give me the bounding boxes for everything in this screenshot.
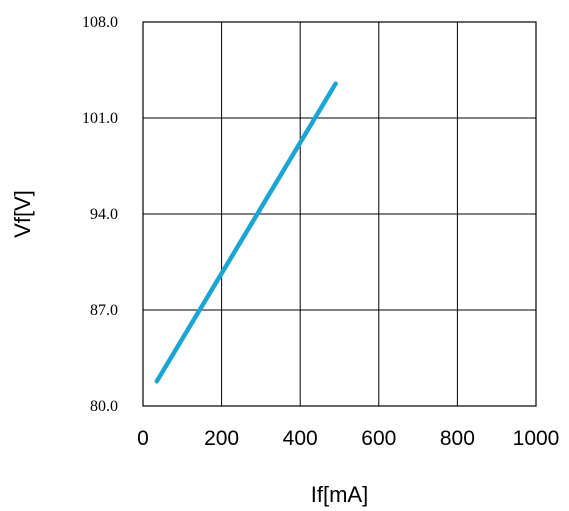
y-tick-label-0: 80.0 — [90, 398, 118, 415]
x-tick-label-1: 200 — [204, 427, 239, 450]
y-tick-label-3: 101.0 — [82, 110, 118, 127]
x-tick-label-3: 600 — [361, 427, 396, 450]
x-axis-title: If[mA] — [311, 482, 368, 507]
grid-lines — [143, 22, 536, 406]
series-line-0 — [154, 81, 338, 384]
plot-frame — [142, 21, 537, 407]
x-tick-label-2: 400 — [283, 427, 318, 450]
x-tick-labels: 0 200 400 600 800 1000 — [137, 427, 559, 450]
y-tick-labels: 80.0 87.0 94.0 101.0 108.0 — [82, 14, 118, 415]
series-layer — [154, 81, 338, 384]
y-tick-label-2: 94.0 — [90, 206, 118, 223]
y-axis-title: Vf[V] — [10, 190, 35, 238]
x-tick-label-0: 0 — [137, 427, 149, 450]
y-tick-label-4: 108.0 — [82, 14, 118, 31]
x-tick-label-4: 800 — [440, 427, 475, 450]
x-tick-label-5: 1000 — [513, 427, 560, 450]
y-tick-label-1: 87.0 — [90, 302, 118, 319]
